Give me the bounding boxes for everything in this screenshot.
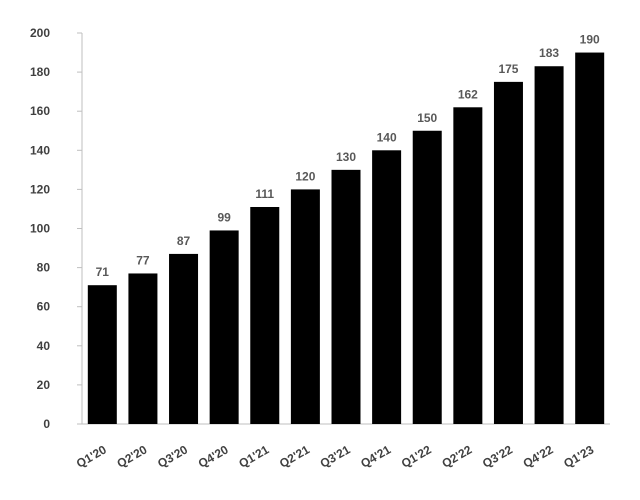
x-tick-label: Q2'22	[439, 442, 474, 470]
y-tick-label: 0	[43, 417, 50, 431]
bar	[575, 52, 605, 425]
x-tick-label: Q3'21	[318, 442, 353, 470]
y-tick-label: 200	[30, 26, 50, 40]
x-tick-label: Q1'23	[561, 442, 596, 470]
x-tick-label: Q1'20	[74, 442, 109, 470]
bar	[290, 189, 320, 424]
y-tick-label: 20	[37, 378, 51, 392]
bar	[372, 150, 402, 425]
bar	[453, 107, 483, 424]
data-label: 77	[136, 253, 150, 267]
x-tick-label: Q4'21	[358, 442, 393, 470]
data-label: 87	[177, 234, 191, 248]
y-tick-label: 100	[30, 222, 50, 236]
y-tick-label: 120	[30, 182, 50, 196]
bar	[209, 230, 239, 424]
x-axis: Q1'20 Q2'20 Q3'20 Q4'20 Q1'21 Q2'21 Q3'21 Q4'21…	[74, 423, 610, 471]
bars	[87, 52, 605, 425]
data-label: 111	[255, 187, 274, 201]
data-label: 183	[539, 46, 559, 60]
bar	[412, 130, 442, 424]
bar	[534, 66, 564, 425]
data-label: 150	[417, 111, 437, 125]
bar	[169, 253, 199, 424]
x-tick-label: Q1'22	[399, 442, 434, 470]
x-tick-label: Q4'20	[196, 442, 231, 470]
y-tick-label: 40	[37, 339, 51, 353]
data-label: 162	[458, 87, 478, 101]
bar	[87, 285, 117, 424]
data-label: 140	[377, 130, 397, 144]
y-tick-label: 60	[37, 300, 51, 314]
bar	[128, 273, 158, 424]
data-label: 190	[580, 33, 600, 47]
y-tick-label: 80	[37, 261, 51, 275]
data-label: 120	[295, 169, 315, 183]
x-tick-label: Q2'21	[277, 442, 312, 470]
bar	[493, 81, 523, 424]
y-tick-label: 160	[30, 104, 50, 118]
x-tick-label: Q4'22	[521, 442, 556, 470]
x-tick-label: Q2'20	[115, 442, 150, 470]
x-tick-label: Q3'20	[155, 442, 190, 470]
y-axis: 0 20 40 60 80 100 120 140 160 180 200	[30, 26, 83, 431]
bar	[331, 169, 361, 424]
data-label: 175	[498, 62, 518, 76]
data-label: 71	[96, 265, 110, 279]
data-labels: 71 77 87 99 111 120 130 140 150 162 175 183 190	[96, 33, 600, 280]
data-label: 99	[217, 210, 231, 224]
x-tick-label: Q1'21	[236, 442, 271, 470]
y-tick-label: 180	[30, 65, 50, 79]
bar	[250, 206, 280, 424]
y-tick-label: 140	[30, 143, 50, 157]
x-tick-label: Q3'22	[480, 442, 515, 470]
data-label: 130	[336, 150, 356, 164]
